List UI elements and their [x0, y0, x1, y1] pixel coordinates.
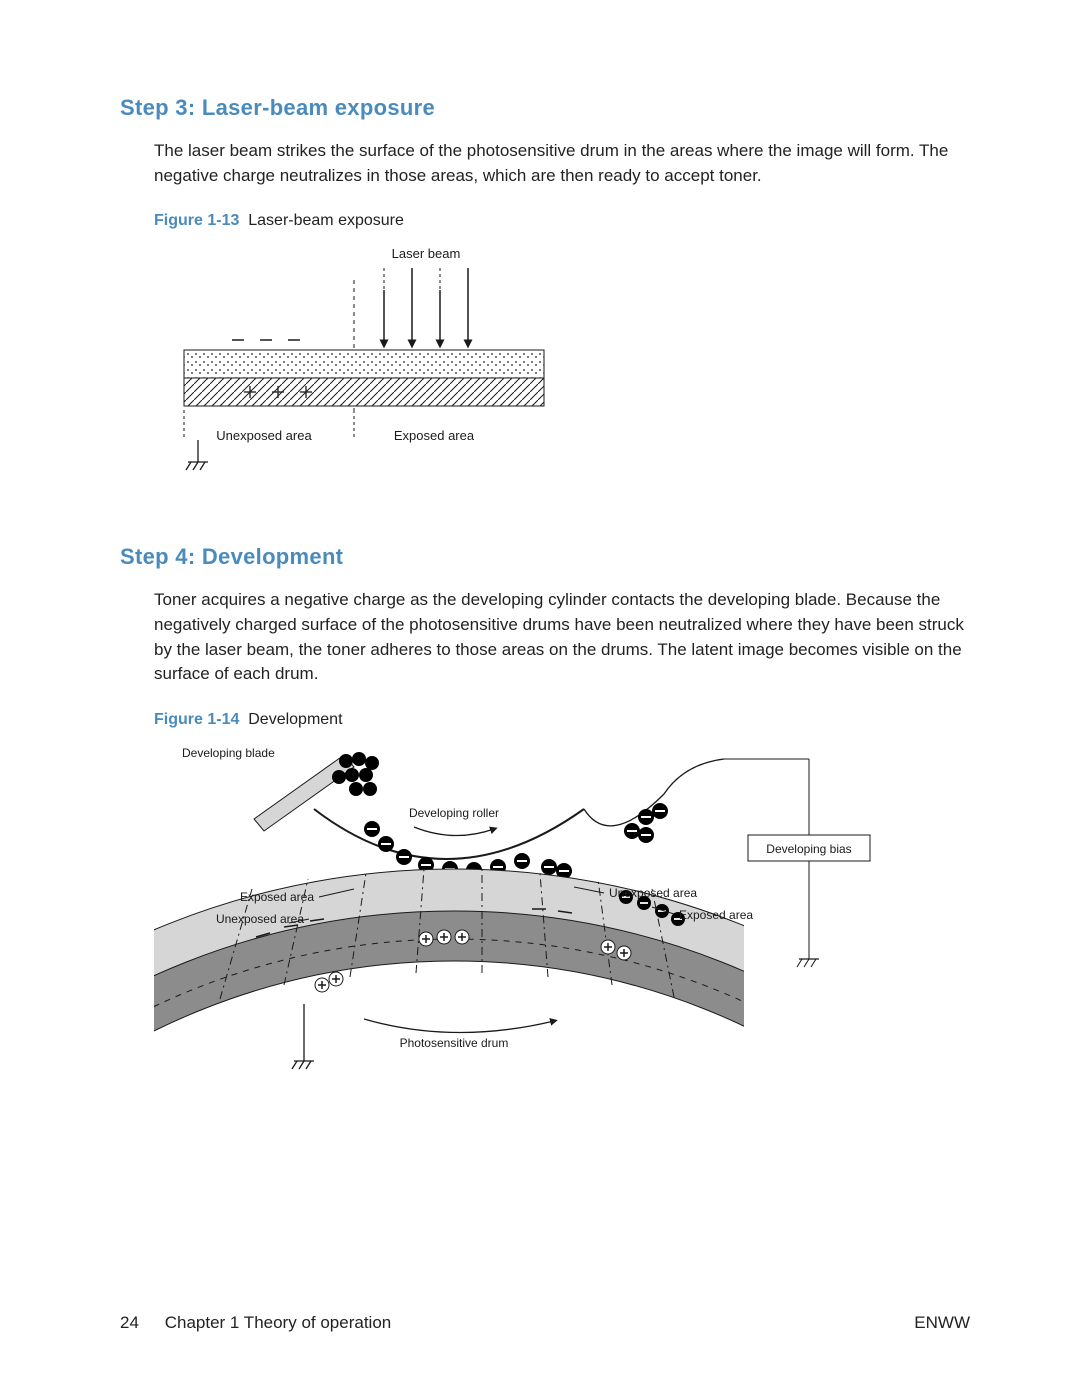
figure-1-14-title: Development	[248, 711, 342, 728]
laser-beam-label: Laser beam	[392, 246, 461, 261]
unexposed-area-label: Unexposed area	[216, 428, 312, 443]
exposed-area-left-label: Exposed area	[240, 890, 314, 904]
page-footer: 24 Chapter 1 Theory of operation ENWW	[120, 1313, 970, 1333]
figure-1-13-caption: Figure 1-13 Laser-beam exposure	[154, 212, 970, 230]
laser-beam-diagram: Laser beam	[154, 240, 970, 510]
developing-blade	[254, 752, 379, 831]
laser-beams	[384, 268, 468, 344]
photosensitive-drum-label: Photosensitive drum	[400, 1036, 509, 1050]
figure-1-13-label: Figure 1-13	[154, 212, 239, 229]
figure-1-13-title: Laser-beam exposure	[248, 212, 404, 229]
svg-text:Developing bias: Developing bias	[766, 842, 851, 856]
unexposed-area-right-label: Unexposed area	[609, 886, 697, 900]
exposed-area-label: Exposed area	[394, 428, 475, 443]
footer-right: ENWW	[914, 1313, 970, 1333]
developing-blade-label: Developing blade	[182, 746, 275, 760]
developing-roller-label: Developing roller	[409, 806, 499, 820]
page-number: 24	[120, 1313, 160, 1333]
drum-arcs	[154, 869, 894, 1109]
chapter-title: Chapter 1 Theory of operation	[165, 1313, 392, 1332]
figure-1-14-label: Figure 1-14	[154, 711, 239, 728]
step4-paragraph: Toner acquires a negative charge as the …	[154, 588, 970, 687]
step4-heading: Step 4: Development	[120, 544, 970, 570]
development-diagram: Developing blade Developing roller	[154, 739, 970, 1109]
exposed-area-right-label: Exposed area	[679, 908, 753, 922]
unexposed-area-left-label: Unexposed area	[216, 912, 304, 926]
ground-symbol	[186, 440, 208, 470]
developing-bias: Developing bias	[724, 759, 870, 967]
figure-1-14-caption: Figure 1-14 Development	[154, 711, 970, 729]
step3-paragraph: The laser beam strikes the surface of th…	[154, 139, 970, 188]
step3-heading: Step 3: Laser-beam exposure	[120, 95, 970, 121]
